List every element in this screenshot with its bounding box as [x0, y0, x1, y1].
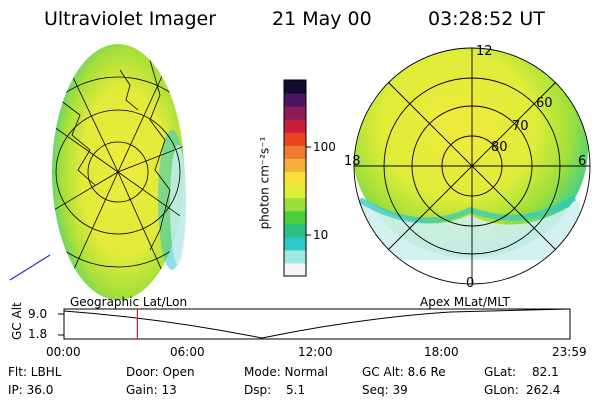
status-door: Door: Open: [126, 365, 195, 379]
colorbar-label-100: 100: [313, 140, 336, 154]
status-glat-label: GLat:: [484, 365, 517, 379]
colorbar-stripe: [284, 210, 306, 225]
mlt-label-6: 6: [578, 154, 587, 169]
time-tick-0000: 00:00: [46, 345, 81, 359]
status-seq: Seq: 39: [362, 383, 408, 397]
altitude-plot-frame: [63, 308, 571, 340]
mlat-label-60: 60: [536, 96, 553, 111]
colorbar-stripe: [284, 106, 306, 120]
mlat-label-70: 70: [512, 119, 529, 134]
altitude-tick-top: 9.0: [28, 307, 48, 321]
mag-auroral-oval: [354, 48, 588, 258]
colorbar-stripe: [284, 249, 306, 264]
colorbar-stripe: [284, 80, 306, 94]
time-tick-1200: 12:00: [298, 345, 333, 359]
status-gc-alt: GC Alt: 8.6 Re: [362, 365, 446, 379]
geo-reference-line: [9, 254, 51, 281]
time-tick-0600: 06:00: [170, 345, 205, 359]
altitude-curve: [63, 308, 571, 339]
colorbar-stripe: [284, 236, 306, 251]
colorbar-stripe: [284, 171, 306, 186]
colorbar-stripe: [284, 145, 306, 159]
colorbar-stripe: [284, 158, 306, 172]
geo-panel-label: Geographic Lat/Lon: [70, 295, 188, 309]
colorbar-stripe: [284, 93, 306, 107]
colorbar-stripe: [284, 262, 306, 277]
mlt-label-18: 18: [344, 154, 361, 169]
colorbar-stripe: [284, 184, 306, 199]
instrument-title: Ultraviolet Imager: [44, 8, 217, 30]
colorbar-stripe: [284, 132, 306, 146]
status-mode: Mode: Normal: [244, 365, 328, 379]
mag-grid: [353, 47, 591, 285]
mlat-label-80: 80: [491, 140, 508, 155]
status-filter: Flt: LBHL: [8, 365, 62, 379]
mag-dayside-fade: [354, 190, 580, 260]
altitude-tick-bottom: 1.8: [28, 327, 48, 341]
status-dsp-value: 5.1: [286, 383, 306, 397]
status-glon-label: GLon:: [484, 383, 519, 397]
colorbar-stripe: [284, 197, 306, 212]
colorbar-stripe: [284, 223, 306, 238]
altitude-axis-label: GC Alt: [10, 302, 24, 340]
time-label: 03:28:52 UT: [428, 8, 545, 30]
status-glon-value: 262.4: [526, 383, 561, 397]
geo-limb-fade: [170, 145, 186, 265]
mlt-label-0: 0: [466, 276, 475, 291]
time-tick-1800: 18:00: [424, 345, 459, 359]
colorbar-stripe: [284, 119, 306, 133]
mag-oval-edge: [358, 195, 577, 224]
status-ip: IP: 36.0: [8, 383, 54, 397]
status-glat-value: 82.1: [532, 365, 559, 379]
colorbar-gradient: [284, 80, 306, 277]
mlt-label-12: 12: [476, 44, 493, 59]
status-gain: Gain: 13: [126, 383, 177, 397]
colorbar-label-10: 10: [313, 228, 329, 242]
date-label: 21 May 00: [272, 8, 372, 30]
status-dsp-label: Dsp:: [244, 383, 272, 397]
time-tick-2359: 23:59: [552, 345, 587, 359]
mag-panel-label: Apex MLat/MLT: [420, 295, 510, 309]
